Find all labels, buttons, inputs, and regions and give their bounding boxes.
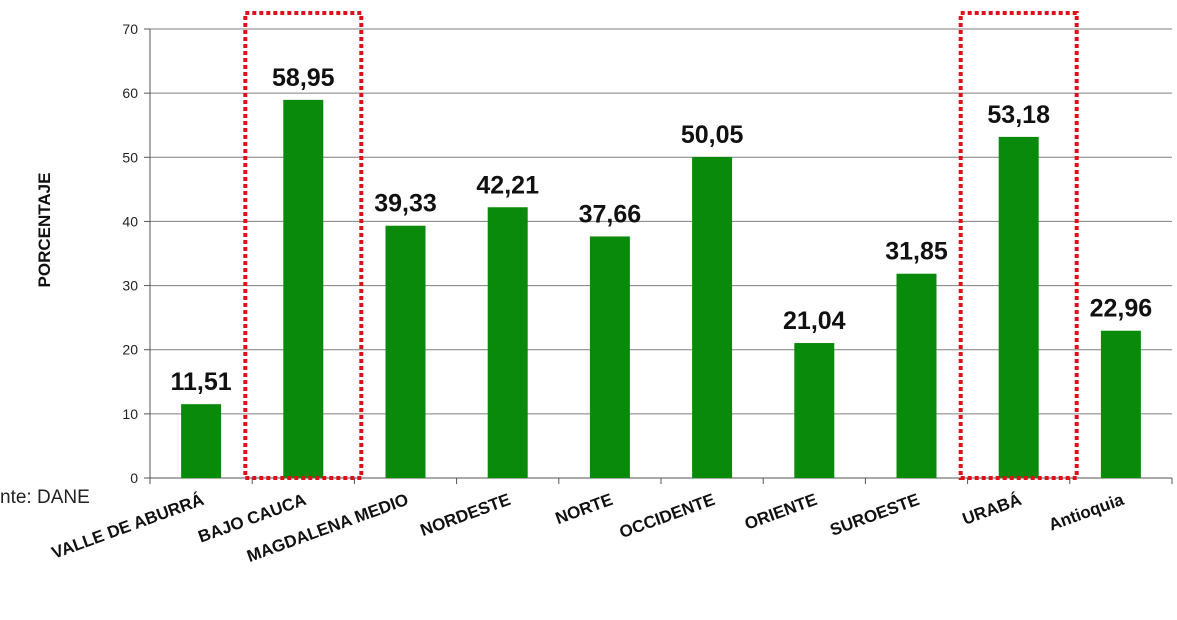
category-label-9: Antioquia	[1046, 490, 1127, 535]
category-label-6: ORIENTE	[742, 490, 820, 534]
data-labels: 11,51 58,95 39,33 42,21 37,66 50,05 21,04 31,85…	[171, 64, 1153, 396]
highlight-box-1	[243, 11, 364, 480]
bars	[181, 99, 1141, 479]
y-tick-label-70: 70	[122, 21, 138, 37]
y-tick-label-0: 0	[130, 470, 138, 486]
bar-5	[692, 156, 733, 478]
data-label-6: 21,04	[783, 307, 846, 335]
data-label-5: 50,05	[681, 121, 744, 149]
y-axis-label: PORCENTAJE	[35, 173, 54, 288]
category-label-8: URABÁ	[960, 490, 1024, 529]
data-label-1: 58,95	[272, 64, 335, 92]
bar-0	[181, 404, 222, 478]
data-label-3: 42,21	[476, 171, 539, 199]
data-label-0: 11,51	[171, 368, 232, 396]
y-tick-label-50: 50	[122, 149, 138, 165]
y-tick-label-60: 60	[122, 85, 138, 101]
highlight-boxes	[243, 11, 1079, 480]
y-tick-label-30: 30	[122, 278, 138, 294]
category-label-7: SUROESTE	[827, 490, 921, 540]
bar-1	[283, 99, 324, 478]
data-label-2: 39,33	[374, 190, 437, 218]
data-label-8: 53,18	[987, 101, 1050, 129]
category-label-3: NORDESTE	[418, 490, 513, 540]
data-label-4: 37,66	[579, 200, 642, 228]
bar-2	[385, 225, 426, 478]
highlight-box-8	[958, 11, 1079, 480]
bar-7	[896, 273, 937, 478]
bar-9	[1100, 330, 1141, 478]
y-tick-label-40: 40	[122, 213, 138, 229]
y-tick-label-10: 10	[122, 406, 138, 422]
source-note: nte: DANE	[0, 487, 90, 508]
bar-3	[487, 207, 528, 479]
category-label-5: OCCIDENTE	[617, 490, 718, 542]
bar-4	[589, 236, 630, 478]
category-label-4: NORTE	[553, 490, 615, 528]
bar-6	[794, 343, 835, 478]
data-label-7: 31,85	[885, 238, 948, 266]
y-tick-label-20: 20	[122, 342, 138, 358]
data-label-9: 22,96	[1090, 295, 1153, 323]
bar-8	[998, 136, 1039, 478]
